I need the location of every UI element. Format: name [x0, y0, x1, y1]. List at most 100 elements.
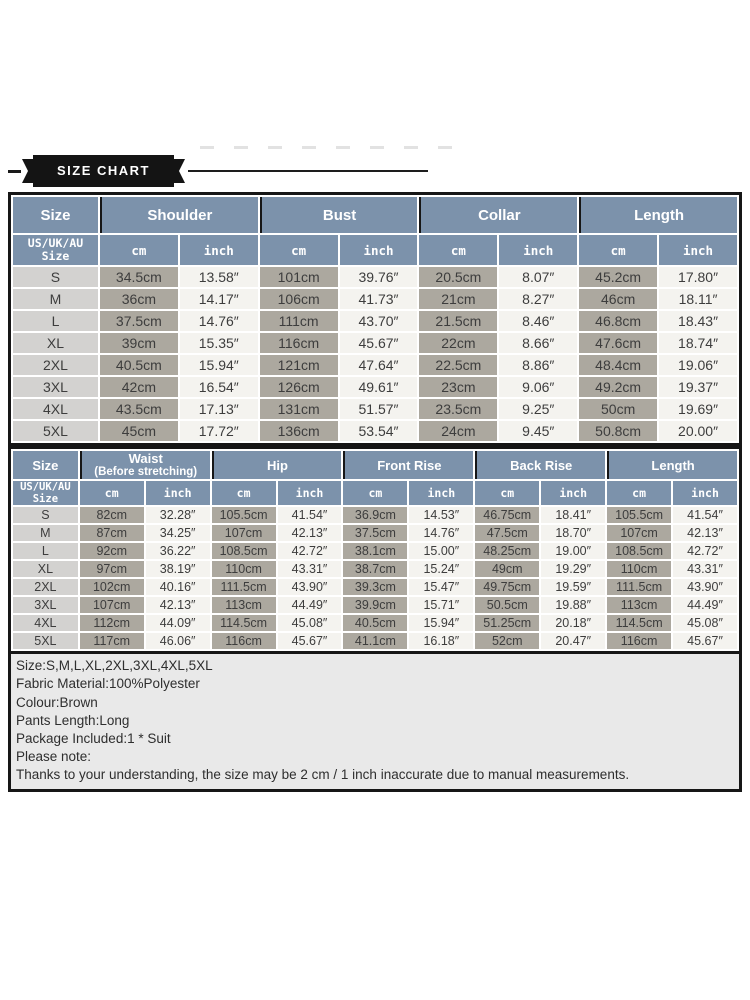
value-cell: 111.5cm — [211, 579, 276, 596]
value-cell: 87cm — [79, 525, 144, 542]
value-cell: 45cm — [99, 421, 178, 441]
value-cell: 39.3cm — [343, 579, 408, 596]
value-cell: 41.54″ — [673, 507, 737, 524]
subheader-region-size: US/UK/AU Size — [13, 235, 98, 265]
value-cell: 15.47″ — [409, 579, 474, 596]
value-cell: 9.25″ — [499, 399, 578, 419]
value-cell: 38.1cm — [343, 543, 408, 560]
value-cell: 32.28″ — [145, 507, 210, 524]
subheader-inch: inch — [145, 481, 210, 506]
value-cell: 9.45″ — [499, 421, 578, 441]
value-cell: 43.90″ — [277, 579, 342, 596]
value-cell: 34.5cm — [99, 267, 178, 287]
value-cell: 17.72″ — [179, 421, 258, 441]
value-cell: 131cm — [259, 399, 338, 419]
value-cell: 8.66″ — [499, 333, 578, 353]
subheader-inch: inch — [659, 235, 737, 265]
column-header-collar: Collar — [419, 197, 578, 233]
value-cell: 48.25cm — [475, 543, 540, 560]
subheader-cm: cm — [607, 481, 672, 506]
value-cell: 105.5cm — [607, 507, 672, 524]
column-header-shoulder: Shoulder — [99, 197, 258, 233]
value-cell: 37.5cm — [343, 525, 408, 542]
sub-header-row: US/UK/AU Size cm inch cm inch cm inch cm… — [13, 481, 737, 506]
note-line: Colour:Brown — [16, 694, 98, 710]
value-cell: 15.00″ — [409, 543, 474, 560]
size-cell: XL — [13, 333, 98, 353]
value-cell: 53.54″ — [339, 421, 418, 441]
value-cell: 116cm — [607, 633, 672, 650]
value-cell: 46cm — [579, 289, 658, 309]
value-cell: 36.9cm — [343, 507, 408, 524]
value-cell: 20.18″ — [541, 615, 606, 632]
value-cell: 46.8cm — [579, 311, 658, 331]
value-cell: 113cm — [607, 597, 672, 614]
value-cell: 19.00″ — [541, 543, 606, 560]
subheader-size: Size — [32, 493, 59, 506]
value-cell: 18.43″ — [659, 311, 737, 331]
value-cell: 17.13″ — [179, 399, 258, 419]
value-cell: 16.54″ — [179, 377, 258, 397]
value-cell: 41.1cm — [343, 633, 408, 650]
value-cell: 45.2cm — [579, 267, 658, 287]
subheader-cm: cm — [99, 235, 178, 265]
size-cell: M — [13, 289, 98, 309]
value-cell: 19.29″ — [541, 561, 606, 578]
value-cell: 46.75cm — [475, 507, 540, 524]
table-row: M 36cm 14.17″ 106cm 41.73″ 21cm 8.27″ 46cm 18.11… — [13, 289, 737, 309]
value-cell: 45.08″ — [673, 615, 737, 632]
group-header-row: Size Shoulder Bust Collar Length — [13, 197, 737, 233]
table-row: S 82cm 32.28″ 105.5cm 41.54″ 36.9cm 14.53″ 46.7… — [13, 507, 737, 524]
waist-sublabel: (Before stretching) — [94, 466, 198, 479]
subheader-cm: cm — [79, 481, 144, 506]
value-cell: 19.59″ — [541, 579, 606, 596]
value-cell: 49.2cm — [579, 377, 658, 397]
subheader-cm: cm — [579, 235, 658, 265]
value-cell: 107cm — [211, 525, 276, 542]
value-cell: 42cm — [99, 377, 178, 397]
size-chart-ribbon: SIZE CHART — [22, 155, 185, 187]
value-cell: 41.54″ — [277, 507, 342, 524]
subheader-inch: inch — [277, 481, 342, 506]
value-cell: 16.18″ — [409, 633, 474, 650]
column-header-length: Length — [607, 451, 737, 479]
value-cell: 23.5cm — [419, 399, 498, 419]
value-cell: 43.70″ — [339, 311, 418, 331]
value-cell: 47.5cm — [475, 525, 540, 542]
subheader-cm: cm — [211, 481, 276, 506]
value-cell: 40.5cm — [343, 615, 408, 632]
value-cell: 43.5cm — [99, 399, 178, 419]
table-row: 3XL 42cm 16.54″ 126cm 49.61″ 23cm 9.06″ 49.2cm 1… — [13, 377, 737, 397]
value-cell: 20.00″ — [659, 421, 737, 441]
value-cell: 8.07″ — [499, 267, 578, 287]
value-cell: 49.75cm — [475, 579, 540, 596]
value-cell: 107cm — [79, 597, 144, 614]
value-cell: 116cm — [211, 633, 276, 650]
value-cell: 18.41″ — [541, 507, 606, 524]
table-row: 4XL 112cm 44.09″ 114.5cm 45.08″ 40.5cm 15.94″ 5… — [13, 615, 737, 632]
value-cell: 106cm — [259, 289, 338, 309]
value-cell: 51.57″ — [339, 399, 418, 419]
table-body-top: S 34.5cm 13.58″ 101cm 39.76″ 20.5cm 8.07″ 45.2c… — [13, 267, 737, 441]
value-cell: 15.94″ — [179, 355, 258, 375]
table-row: S 34.5cm 13.58″ 101cm 39.76″ 20.5cm 8.07″ 45.2c… — [13, 267, 737, 287]
value-cell: 45.67″ — [339, 333, 418, 353]
size-cell: S — [13, 507, 78, 524]
divider-line — [188, 170, 428, 172]
table-row: L 92cm 36.22″ 108.5cm 42.72″ 38.1cm 15.00″ 48.2… — [13, 543, 737, 560]
value-cell: 15.71″ — [409, 597, 474, 614]
subheader-cm: cm — [259, 235, 338, 265]
subheader-size: Size — [41, 249, 70, 263]
value-cell: 39.76″ — [339, 267, 418, 287]
value-cell: 42.72″ — [673, 543, 737, 560]
table-row: 2XL 40.5cm 15.94″ 121cm 47.64″ 22.5cm 8.86″ 48.… — [13, 355, 737, 375]
subheader-inch: inch — [499, 235, 578, 265]
value-cell: 21cm — [419, 289, 498, 309]
value-cell: 37.5cm — [99, 311, 178, 331]
note-line: Thanks to your understanding, the size m… — [16, 767, 630, 783]
column-header-bust: Bust — [259, 197, 418, 233]
value-cell: 21.5cm — [419, 311, 498, 331]
value-cell: 38.19″ — [145, 561, 210, 578]
dash-decoration — [8, 169, 21, 173]
